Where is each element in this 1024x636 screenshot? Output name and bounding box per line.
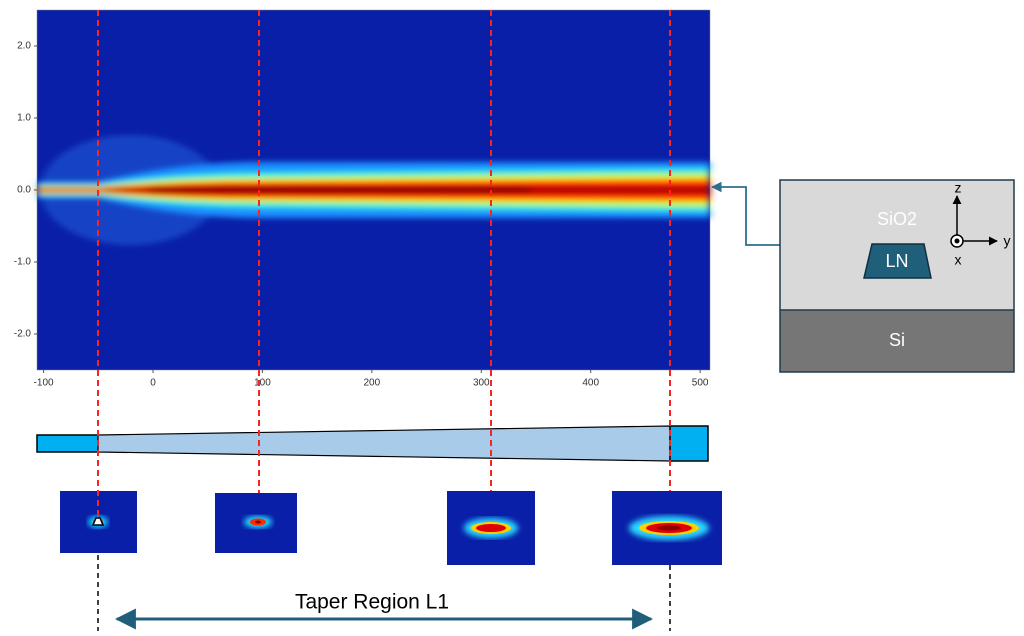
y-tick-label: 0.0 — [17, 185, 31, 196]
y-tick-label: 1.0 — [17, 113, 31, 124]
y-tick-label: -2.0 — [14, 329, 32, 340]
y-tick-label: -1.0 — [14, 257, 32, 268]
field-intensity — [37, 135, 710, 245]
x-tick-label: -100 — [34, 378, 54, 389]
core — [863, 243, 932, 279]
cross-section: SiO2 LN Si z y x — [710, 179, 1015, 373]
taper-section — [97, 425, 671, 462]
x-tick-label: 400 — [582, 378, 599, 389]
substrate-label: Si — [889, 330, 905, 350]
axis-label: z — [955, 180, 962, 196]
x-tick-label: 0 — [150, 378, 156, 389]
x-tick-label: 500 — [692, 378, 709, 389]
taper — [36, 425, 709, 462]
pointer-arrow — [710, 181, 780, 246]
substrate — [780, 310, 1014, 372]
x-tick-label: 200 — [364, 378, 381, 389]
axis-label: x — [955, 252, 962, 268]
input-waveguide — [36, 434, 99, 453]
axis-label: y — [1004, 233, 1011, 249]
cut-lines — [97, 10, 671, 519]
cladding-label: SiO2 — [877, 209, 917, 229]
y-tick-label: 2.0 — [17, 41, 31, 52]
region-label: Taper Region L1 — [295, 591, 449, 614]
x-tick-label: 300 — [473, 378, 490, 389]
field-plot: -2.0 -1.0 0.0 1.0 2.0 -100 0 100 200 300 400 500 — [14, 9, 711, 389]
mode-profiles — [60, 491, 722, 565]
x-tick-label: 100 — [254, 378, 271, 389]
core-label: LN — [885, 251, 908, 271]
output-waveguide — [669, 425, 709, 462]
